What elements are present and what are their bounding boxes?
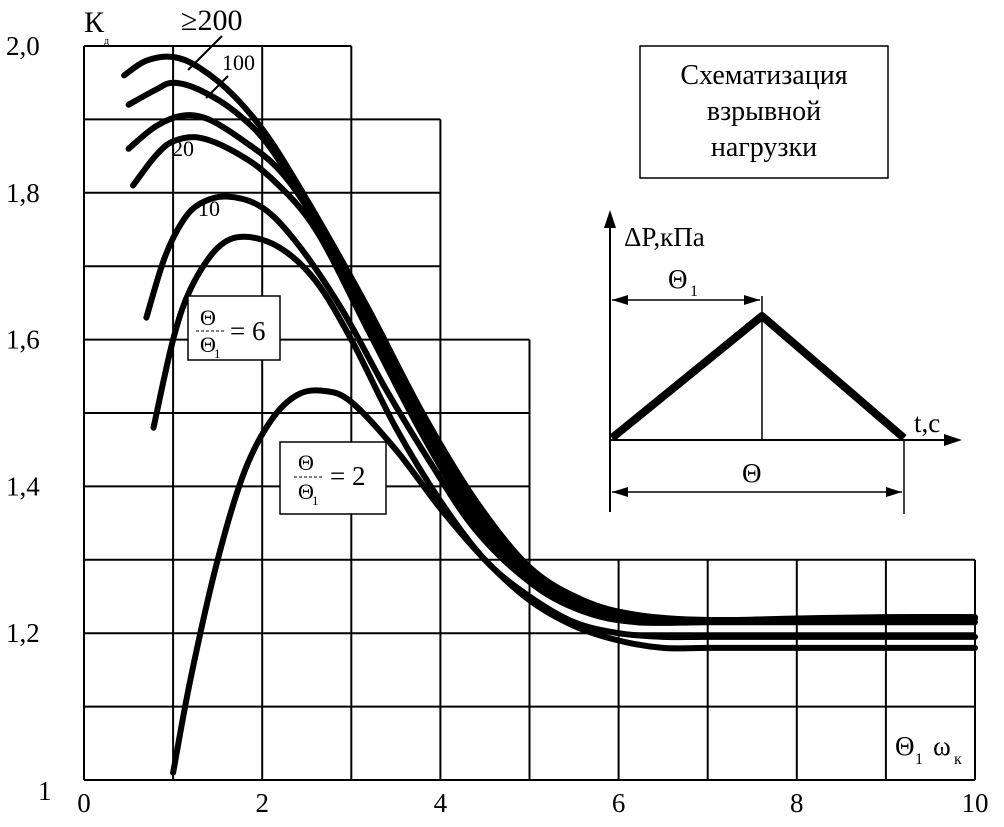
legend-box-line2: взрывной xyxy=(707,96,821,127)
y-tick-label: 2,0 xyxy=(6,31,40,61)
y-tick-label: 1 xyxy=(38,776,52,806)
curve-label-200-leader xyxy=(187,35,223,71)
y-axis-label: К xyxy=(84,6,105,39)
legend-box-line3: нагрузки xyxy=(711,132,817,163)
legend-box-line1: Схематизация xyxy=(680,60,847,91)
x-tick-label: 4 xyxy=(434,788,448,818)
curve-label-200: ≥200 xyxy=(181,4,242,37)
svg-text:Θ: Θ xyxy=(200,305,216,330)
svg-text:Θ: Θ xyxy=(200,332,216,357)
x-tick-label: 6 xyxy=(612,788,626,818)
inset-y-axis-label: ΔP,кПа xyxy=(624,222,705,252)
y-axis-label-sub: д xyxy=(104,36,109,47)
ratio-label-6: Θ Θ 1 = 6 xyxy=(187,295,281,361)
curve-label-20: 20 xyxy=(172,136,194,161)
y-tick-label: 1,2 xyxy=(6,618,40,648)
series-line-10 xyxy=(143,193,978,626)
curve-label-100: 100 xyxy=(222,50,255,75)
y-tick-label: 1,6 xyxy=(6,325,40,355)
curve-label-10: 10 xyxy=(198,196,220,221)
x-axis-label-sub1: 1 xyxy=(915,751,923,768)
x-tick-label: 0 xyxy=(77,788,91,818)
inset-theta-label: Θ xyxy=(742,458,762,488)
svg-text:1: 1 xyxy=(214,346,221,361)
series-line-2 xyxy=(170,387,978,776)
curve-label-100-leader xyxy=(205,75,229,99)
inset-theta1-label: Θ xyxy=(668,264,688,294)
svg-text:Θ: Θ xyxy=(298,479,314,504)
tick-labels: 0 2 4 6 8 10 1 1,2 1,4 1,6 1,8 2,0 xyxy=(6,31,989,818)
legend-box: Схематизация взрывной нагрузки xyxy=(639,45,889,179)
x-tick-label: 2 xyxy=(255,788,269,818)
series-line-6 xyxy=(150,233,978,641)
y-tick-label: 1,4 xyxy=(6,471,40,501)
x-axis-label-omega: ω xyxy=(933,731,951,761)
y-tick-label: 1,8 xyxy=(6,178,40,208)
svg-text:= 2: = 2 xyxy=(330,461,365,491)
x-axis-label-sub2: к xyxy=(954,751,962,768)
inset-load-diagram: ΔP,кПа t,c Θ 1 Θ xyxy=(596,204,976,522)
x-tick-label: 10 xyxy=(962,788,989,818)
series-lines xyxy=(121,53,978,776)
svg-text:1: 1 xyxy=(312,493,319,508)
svg-text:Θ: Θ xyxy=(298,450,314,475)
ratio-label-2: Θ Θ 1 = 2 xyxy=(279,441,387,515)
inset-y-arrow xyxy=(604,210,616,228)
inset-x-axis-label: t,c xyxy=(914,408,940,438)
svg-text:= 6: = 6 xyxy=(230,316,265,346)
x-tick-label: 8 xyxy=(790,788,804,818)
x-axis-label-theta: Θ xyxy=(895,731,915,761)
inset-x-arrow xyxy=(944,434,962,446)
inset-theta1-sub: 1 xyxy=(690,283,698,300)
